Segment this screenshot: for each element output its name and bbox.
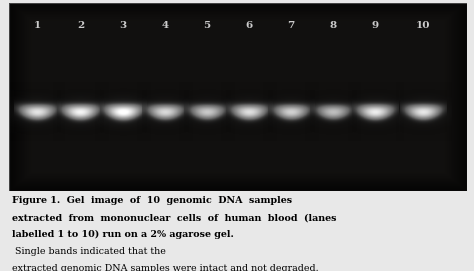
Text: 8: 8 [330, 21, 337, 30]
Text: 1: 1 [33, 21, 41, 30]
Text: 6: 6 [246, 21, 253, 30]
Text: Single bands indicated that the: Single bands indicated that the [12, 247, 166, 256]
Text: 9: 9 [372, 21, 379, 30]
Text: 5: 5 [203, 21, 210, 30]
Text: Figure 1.  Gel  image  of  10  genomic  DNA  samples: Figure 1. Gel image of 10 genomic DNA sa… [12, 196, 292, 205]
Text: 2: 2 [77, 21, 84, 30]
Text: 4: 4 [162, 21, 169, 30]
Text: labelled 1 to 10) run on a 2% agarose gel.: labelled 1 to 10) run on a 2% agarose ge… [12, 230, 234, 239]
Text: extracted  from  mononuclear  cells  of  human  blood  (lanes: extracted from mononuclear cells of huma… [12, 213, 337, 222]
Text: 7: 7 [288, 21, 295, 30]
Text: 10: 10 [416, 21, 431, 30]
Text: 3: 3 [119, 21, 127, 30]
Text: extracted genomic DNA samples were intact and not degraded.: extracted genomic DNA samples were intac… [12, 264, 319, 271]
